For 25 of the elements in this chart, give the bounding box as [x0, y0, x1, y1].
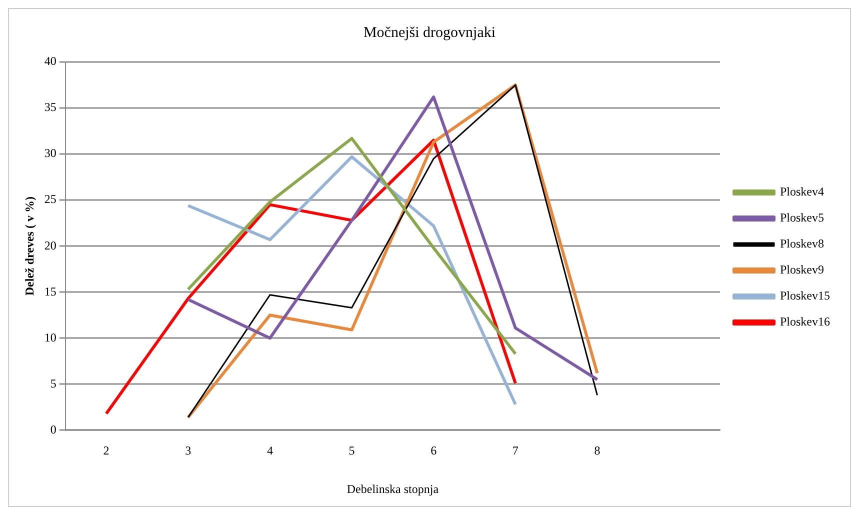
x-tick-label: 2 [103, 444, 110, 458]
y-tick-label: 35 [44, 100, 56, 114]
y-tick-label: 0 [50, 422, 56, 436]
legend-label: Ploskev16 [780, 314, 830, 329]
x-tick-label: 8 [594, 444, 600, 458]
chart-title: Močnejši drogovnjaki [363, 24, 496, 41]
legend-label: Ploskev15 [780, 288, 830, 303]
y-tick-label: 15 [44, 284, 56, 298]
x-tick-label: 6 [430, 444, 437, 458]
y-tick-label: 40 [44, 54, 56, 68]
y-tick-label: 5 [50, 376, 56, 390]
x-tick-label: 5 [348, 444, 355, 458]
x-tick-label: 4 [266, 444, 273, 458]
legend-label: Ploskev4 [780, 184, 824, 199]
y-tick-label: 10 [44, 330, 56, 344]
x-tick-label: 7 [512, 444, 518, 458]
y-tick-label: 25 [44, 192, 56, 206]
x-axis-title: Debelinska stopnja [346, 482, 440, 496]
legend-label: Ploskev5 [780, 210, 824, 225]
y-tick-label: 20 [44, 238, 56, 252]
y-tick-label: 30 [44, 146, 56, 160]
x-tick-label: 3 [185, 444, 192, 458]
legend-label: Ploskev9 [780, 262, 824, 277]
legend-label: Ploskev8 [780, 236, 824, 251]
y-axis-title: Delež dreves ( v %) [22, 196, 36, 296]
